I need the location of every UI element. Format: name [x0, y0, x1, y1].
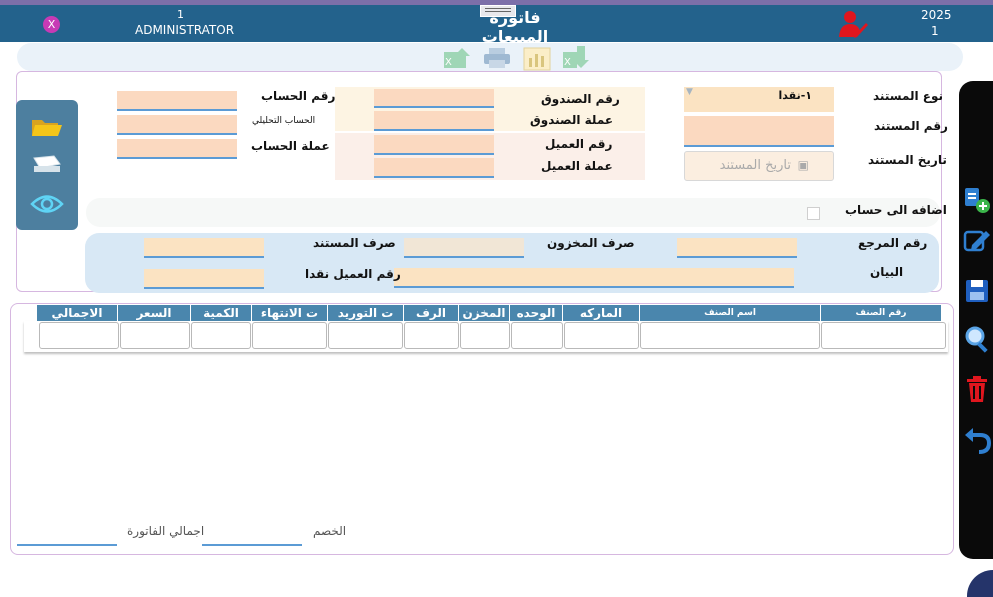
- col-total: الاجمالي: [37, 305, 118, 321]
- delete-icon[interactable]: [962, 374, 992, 404]
- box-currency-input[interactable]: [374, 111, 494, 131]
- report-icon[interactable]: [521, 44, 553, 75]
- quantity-cell[interactable]: [191, 322, 251, 349]
- analytic-account-label: الحساب التحليلي: [252, 116, 316, 126]
- add-to-account-label: اضافه الى حساب: [845, 203, 947, 217]
- edit-icon[interactable]: [962, 226, 992, 256]
- doc-type-label: نوع المستند: [873, 89, 944, 103]
- account-no-input[interactable]: [117, 91, 237, 111]
- invoice-total-label: اجمالي الفاتورة: [127, 524, 205, 538]
- svg-text:X: X: [564, 57, 571, 68]
- expiry-date-cell[interactable]: [252, 322, 327, 349]
- add-to-account-checkbox[interactable]: [807, 207, 820, 220]
- reference-label: رقم المرجع: [858, 236, 928, 250]
- col-store: المخزن: [459, 305, 510, 321]
- svg-text:X: X: [445, 57, 452, 68]
- col-expiry-date: ت الانتهاء: [252, 305, 328, 321]
- menu-icon[interactable]: [480, 5, 516, 17]
- doc-no-label: رقم المستند: [874, 119, 948, 133]
- print-icon[interactable]: [482, 46, 512, 73]
- item-name-cell[interactable]: [640, 322, 820, 349]
- customer-no-label: رقم العميل: [545, 137, 613, 151]
- customer-currency-input[interactable]: [374, 158, 494, 178]
- statement-label: البيان: [870, 265, 904, 279]
- close-button[interactable]: X: [43, 16, 60, 33]
- doc-date-label: تاريخ المستند: [868, 153, 947, 167]
- store-issue-label: صرف المخزون: [547, 236, 635, 250]
- user-name-label: ADMINISTRATOR: [135, 23, 235, 37]
- col-shelf: الرف: [404, 305, 459, 321]
- chevron-down-icon: ▼: [686, 87, 693, 97]
- discount-input[interactable]: [202, 526, 302, 546]
- col-item-no: رقم الصنف: [821, 305, 942, 321]
- total-cell[interactable]: [39, 322, 119, 349]
- add-document-icon[interactable]: [962, 184, 992, 214]
- box-no-label: رقم الصندوق: [541, 92, 620, 106]
- analytic-account-input[interactable]: [117, 115, 237, 135]
- store-issue-input[interactable]: [404, 238, 524, 258]
- add-to-account-row: [86, 198, 940, 227]
- customer-no-input[interactable]: [374, 135, 494, 155]
- doc-no-input[interactable]: [684, 116, 834, 147]
- year-label: 2025: [921, 8, 952, 22]
- reference-input[interactable]: [677, 238, 797, 258]
- user-id-label: 1: [177, 8, 184, 21]
- corner-decoration: [967, 570, 993, 597]
- doc-type-value: ١-نقدا: [778, 89, 812, 102]
- cash-customer-input[interactable]: [144, 269, 264, 289]
- user-icon: [838, 9, 868, 42]
- view-icon[interactable]: [30, 191, 64, 220]
- import-excel-icon[interactable]: X: [442, 44, 474, 75]
- customer-currency-label: عملة العميل: [541, 159, 613, 173]
- invoice-total-input[interactable]: [17, 526, 117, 546]
- undo-icon[interactable]: [962, 425, 992, 455]
- folder-icon[interactable]: [30, 114, 64, 143]
- col-item-name: اسم الصنف: [640, 305, 821, 321]
- account-currency-label: عملة الحساب: [251, 139, 330, 153]
- col-price: السعر: [118, 305, 191, 321]
- scanner-icon[interactable]: [30, 152, 64, 179]
- statement-input[interactable]: [394, 268, 794, 288]
- doc-issue-label: صرف المستند: [313, 236, 396, 250]
- export-excel-icon[interactable]: X: [561, 44, 595, 75]
- actions-panel: [959, 81, 993, 559]
- account-no-label: رقم الحساب: [261, 89, 336, 103]
- supply-date-cell[interactable]: [328, 322, 403, 349]
- doc-type-select[interactable]: ١-نقدا ▼: [684, 87, 834, 112]
- box-currency-label: عملة الصندوق: [530, 113, 614, 127]
- item-no-cell[interactable]: [821, 322, 946, 349]
- account-currency-input[interactable]: [117, 139, 237, 159]
- unit-cell[interactable]: [511, 322, 563, 349]
- brand-cell[interactable]: [564, 322, 639, 349]
- col-supply-date: ت التوريد: [328, 305, 404, 321]
- discount-label: الخصم: [313, 524, 347, 538]
- doc-date-placeholder: تاريخ المستند: [719, 158, 791, 173]
- col-unit: الوحده: [510, 305, 563, 321]
- shelf-cell[interactable]: [404, 322, 459, 349]
- doc-date-input[interactable]: ▣ تاريخ المستند: [684, 151, 834, 181]
- box-no-input[interactable]: [374, 89, 494, 108]
- doc-issue-input[interactable]: [144, 238, 264, 258]
- calendar-icon: ▣: [797, 158, 809, 172]
- col-brand: الماركه: [563, 305, 640, 321]
- store-cell[interactable]: [460, 322, 510, 349]
- period-label: 1: [931, 24, 939, 38]
- save-icon[interactable]: [962, 276, 992, 306]
- cash-customer-label: رقم العميل نقدا: [305, 267, 401, 281]
- price-cell[interactable]: [120, 322, 190, 349]
- search-icon[interactable]: [962, 324, 992, 354]
- col-quantity: الكمية: [191, 305, 252, 321]
